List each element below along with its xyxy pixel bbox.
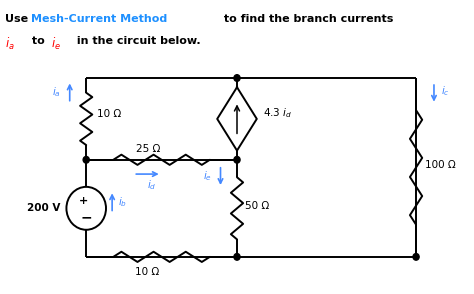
Text: +: +	[79, 196, 89, 206]
Text: to: to	[28, 36, 48, 46]
Text: Use: Use	[5, 14, 32, 24]
Text: 4.3 $i_d$: 4.3 $i_d$	[263, 106, 292, 120]
Text: 200 V: 200 V	[27, 203, 61, 213]
Text: $i_e$: $i_e$	[51, 36, 61, 52]
Text: 100 Ω: 100 Ω	[425, 160, 456, 170]
Text: $i_d$: $i_d$	[147, 178, 157, 192]
Text: in the circuit below.: in the circuit below.	[73, 36, 201, 46]
Text: 10 Ω: 10 Ω	[136, 267, 160, 277]
Text: 25 Ω: 25 Ω	[136, 143, 160, 153]
Circle shape	[234, 75, 240, 81]
Text: $i_a$: $i_a$	[52, 85, 61, 99]
Circle shape	[234, 156, 240, 163]
Text: $i_a$: $i_a$	[5, 36, 15, 52]
Text: $i_b$: $i_b$	[118, 195, 127, 209]
Circle shape	[413, 253, 419, 260]
Text: 50 Ω: 50 Ω	[246, 201, 270, 211]
Text: 10 Ω: 10 Ω	[97, 109, 121, 119]
Text: $i_c$: $i_c$	[441, 84, 450, 98]
Text: −: −	[81, 210, 92, 224]
Circle shape	[234, 253, 240, 260]
Text: Mesh-Current Method: Mesh-Current Method	[31, 14, 167, 24]
Text: $i_e$: $i_e$	[203, 169, 212, 183]
Circle shape	[83, 156, 89, 163]
Text: to find the branch currents: to find the branch currents	[219, 14, 393, 24]
